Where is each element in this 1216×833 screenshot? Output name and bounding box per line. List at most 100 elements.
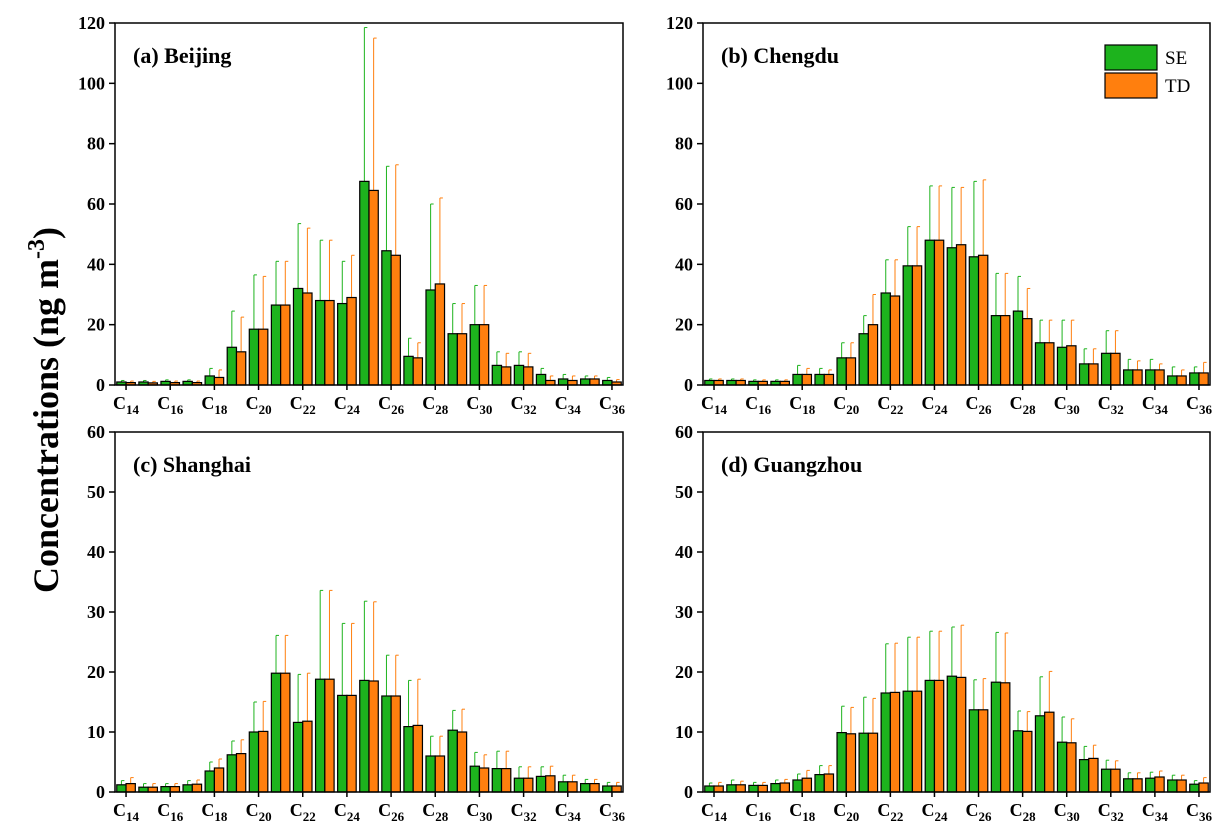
bar bbox=[1022, 318, 1033, 386]
bar bbox=[169, 785, 181, 793]
y-tick-label: 30 bbox=[675, 602, 693, 622]
bar bbox=[248, 328, 260, 386]
bar bbox=[946, 675, 958, 793]
x-tick-label: C18 bbox=[201, 800, 228, 824]
bar bbox=[867, 732, 879, 793]
bar bbox=[456, 731, 468, 793]
x-tick-label: C22 bbox=[290, 393, 316, 417]
bar bbox=[858, 732, 869, 793]
y-tick-label: 100 bbox=[666, 73, 693, 93]
bar bbox=[412, 724, 424, 793]
bar bbox=[491, 767, 503, 793]
x-tick-label: C36 bbox=[599, 393, 626, 417]
bar bbox=[116, 784, 127, 793]
legend-label: TD bbox=[1165, 76, 1190, 97]
bar bbox=[1167, 375, 1178, 386]
panel-title: (a) Beijing bbox=[133, 43, 231, 68]
bar bbox=[1034, 715, 1046, 793]
bar bbox=[346, 296, 357, 386]
bar bbox=[456, 333, 468, 386]
bar bbox=[1110, 352, 1121, 386]
bar bbox=[1034, 342, 1046, 386]
bar bbox=[1154, 369, 1165, 386]
x-tick-label: C24 bbox=[334, 393, 361, 417]
bar bbox=[611, 785, 622, 793]
bar bbox=[412, 357, 424, 386]
y-tick-label: 80 bbox=[87, 134, 105, 154]
bar bbox=[1044, 342, 1055, 386]
bar bbox=[557, 378, 569, 386]
x-tick-label: C16 bbox=[157, 393, 184, 417]
bar bbox=[270, 672, 282, 793]
bar bbox=[523, 366, 534, 386]
y-tick-label: 30 bbox=[87, 602, 105, 622]
x-tick-label: C20 bbox=[246, 393, 272, 417]
bar bbox=[968, 709, 980, 793]
y-tick-label: 0 bbox=[96, 782, 105, 802]
bar bbox=[324, 299, 335, 386]
bar bbox=[523, 777, 534, 793]
y-tick-label: 60 bbox=[675, 194, 693, 214]
x-tick-label: C32 bbox=[511, 393, 537, 417]
bar bbox=[977, 709, 989, 793]
bar bbox=[792, 779, 803, 793]
bar bbox=[447, 333, 458, 386]
x-tick-label: C26 bbox=[378, 393, 405, 417]
y-tick-label: 120 bbox=[666, 13, 693, 33]
x-tick-label: C22 bbox=[290, 800, 316, 824]
x-tick-label: C20 bbox=[833, 800, 859, 824]
y-axis-label: Concentrations (ng m-3) bbox=[24, 227, 66, 593]
bar bbox=[447, 729, 458, 793]
bar bbox=[867, 324, 879, 386]
bar bbox=[390, 695, 401, 793]
bar bbox=[792, 373, 803, 386]
bar bbox=[1189, 783, 1200, 793]
bar bbox=[469, 324, 481, 386]
bar bbox=[535, 373, 547, 386]
bar bbox=[545, 775, 556, 793]
bar bbox=[213, 376, 225, 386]
x-tick-label: C34 bbox=[1142, 800, 1169, 824]
bar bbox=[579, 782, 591, 793]
bar bbox=[735, 784, 746, 793]
bar bbox=[248, 731, 260, 793]
bar bbox=[1176, 375, 1187, 386]
bar bbox=[368, 680, 379, 793]
x-tick-label: C34 bbox=[555, 393, 582, 417]
bar bbox=[1088, 757, 1099, 793]
x-tick-label: C28 bbox=[1010, 800, 1036, 824]
x-tick-label: C30 bbox=[466, 393, 492, 417]
bar bbox=[204, 375, 215, 386]
x-tick-label: C20 bbox=[246, 800, 272, 824]
bar bbox=[1056, 741, 1068, 793]
x-tick-label: C14 bbox=[113, 800, 140, 824]
bar bbox=[1145, 369, 1156, 386]
x-tick-label: C30 bbox=[1054, 800, 1080, 824]
bar bbox=[990, 315, 1002, 386]
y-tick-label: 40 bbox=[87, 254, 105, 274]
legend-swatch bbox=[1104, 44, 1158, 71]
bar bbox=[280, 304, 291, 386]
x-tick-label: C34 bbox=[1142, 393, 1169, 417]
bar bbox=[757, 784, 768, 793]
y-tick-label: 60 bbox=[675, 422, 693, 442]
y-tick-label: 10 bbox=[87, 722, 105, 742]
x-tick-label: C36 bbox=[599, 800, 626, 824]
bar bbox=[1122, 369, 1134, 386]
bar bbox=[1122, 778, 1134, 793]
bar bbox=[478, 324, 490, 386]
bar bbox=[726, 784, 737, 793]
y-tick-label: 100 bbox=[78, 73, 105, 93]
bar bbox=[535, 775, 547, 793]
x-tick-label: C18 bbox=[789, 800, 816, 824]
y-tick-label: 0 bbox=[96, 375, 105, 395]
bar bbox=[845, 357, 857, 386]
bar bbox=[567, 781, 578, 793]
bar bbox=[704, 785, 715, 793]
bar bbox=[911, 690, 923, 793]
bar bbox=[1044, 711, 1055, 793]
bar bbox=[191, 783, 203, 793]
bar bbox=[280, 672, 291, 793]
bar bbox=[469, 765, 481, 793]
